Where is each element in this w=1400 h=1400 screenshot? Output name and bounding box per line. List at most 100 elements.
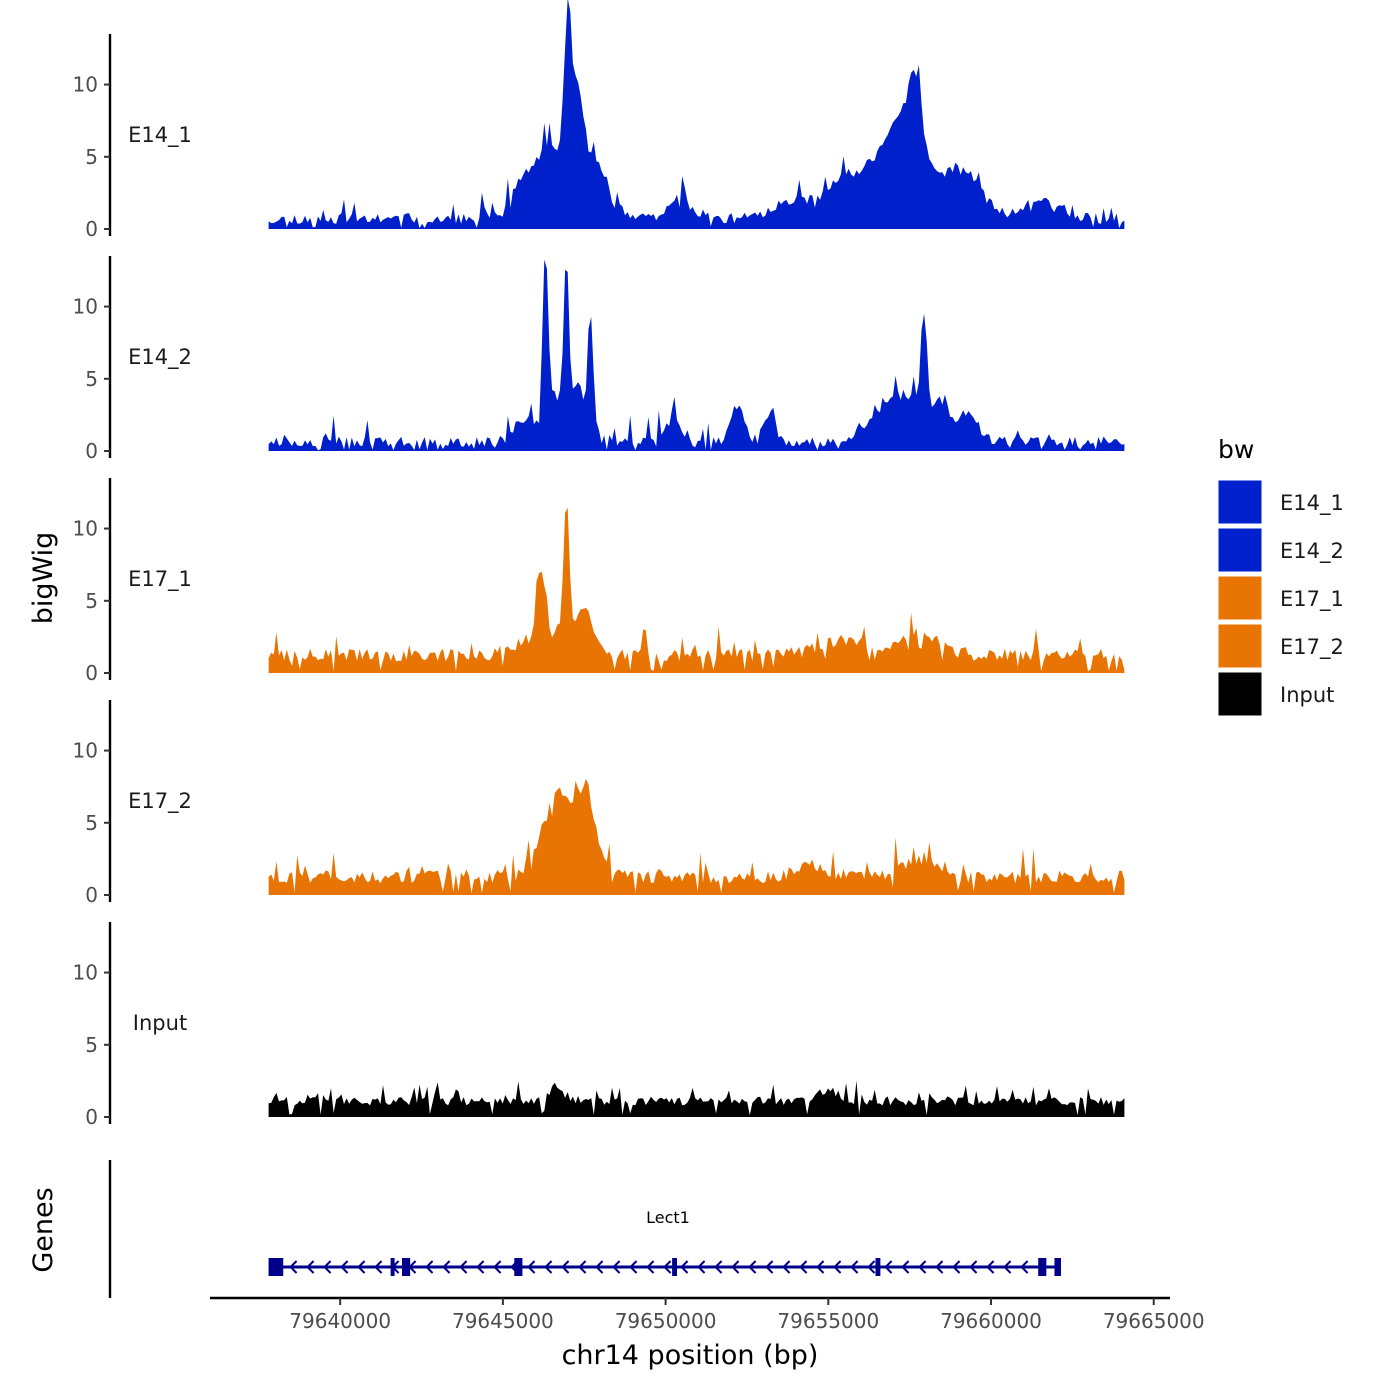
exon [1054,1258,1061,1276]
strand-arrow [1020,1260,1029,1274]
strand-arrow [493,1260,502,1274]
signal-area [268,779,1125,895]
strand-arrow [629,1260,638,1274]
exon [268,1258,284,1276]
x-tick-label: 79645000 [452,1309,554,1333]
legend-key [1217,623,1263,669]
legend-item: E17_1 [1217,575,1344,621]
strand-arrow [289,1260,298,1274]
strand-arrow [442,1260,451,1274]
exon [514,1258,523,1276]
legend-key [1217,575,1263,621]
strand-arrow [833,1260,842,1274]
x-axis-title: chr14 position (bp) [562,1340,819,1371]
y-tick-label: 0 [85,883,98,907]
legend-item: E17_2 [1217,623,1344,669]
exon [390,1258,395,1276]
track-e14-2: 0 5 10 E14_2 [73,256,1125,463]
strand-arrow [306,1260,315,1274]
legend-label: E14_1 [1280,491,1344,516]
strand-arrow [578,1260,587,1274]
strand-arrow [527,1260,536,1274]
y-tick-label: 5 [85,1033,98,1057]
x-tick-label: 79665000 [1103,1309,1205,1333]
strand-arrow [850,1260,859,1274]
legend-label: E17_1 [1280,587,1344,612]
track-e14-1: 0 5 10 E14_1 [73,0,1125,241]
gene-label: Lect1 [646,1208,690,1227]
signal-area [268,507,1125,673]
strand-arrow [476,1260,485,1274]
y-tick-label: 10 [73,961,98,985]
strand-arrow [952,1260,961,1274]
strand-arrow [374,1260,383,1274]
legend-key [1217,479,1263,525]
legend-label: E14_2 [1280,539,1344,564]
legend-label: Input [1280,683,1334,707]
track-label: Input [133,1011,187,1035]
y-tick-label: 10 [73,739,98,763]
track-label: E14_2 [128,345,192,370]
track-e17-2: 0 5 10 E17_2 [73,700,1125,907]
signal-area [268,259,1125,451]
track-input: 0 5 10 Input [73,922,1125,1129]
strand-arrow [646,1260,655,1274]
legend-item: Input [1217,671,1334,717]
strand-arrow [884,1260,893,1274]
strand-arrow [782,1260,791,1274]
tracks-group: 0 5 10 E14_1 0 5 10 E14_2 0 5 10 E17_1 0 5 10 E17_2 0 5 10… [73,0,1125,1129]
strand-arrow [340,1260,349,1274]
strand-arrow [595,1260,604,1274]
strand-arrow [748,1260,757,1274]
exon [402,1258,411,1276]
y-tick-label: 0 [85,661,98,685]
legend: bw E14_1 E14_2 E17_1 E17_2 Input [1217,435,1344,717]
x-tick-label: 79640000 [289,1309,391,1333]
y-tick-label: 5 [85,811,98,835]
strand-arrow [731,1260,740,1274]
y-tick-label: 5 [85,145,98,169]
strand-arrow [969,1260,978,1274]
strand-arrow [323,1260,332,1274]
x-tick-label: 79655000 [777,1309,879,1333]
gene-track: Lect1 [108,1160,1061,1298]
strand-arrow [816,1260,825,1274]
strand-arrow [680,1260,689,1274]
legend-key [1217,527,1263,573]
genes-axis-title: Genes [28,1187,59,1272]
strand-arrow [357,1260,366,1274]
strand-arrow [612,1260,621,1274]
y-tick-label: 0 [85,439,98,463]
exon [875,1258,881,1276]
x-tick-label: 79650000 [615,1309,717,1333]
strand-arrow [663,1260,672,1274]
x-tick-label: 79660000 [940,1309,1042,1333]
strand-arrow [697,1260,706,1274]
strand-arrow [901,1260,910,1274]
legend-label: E17_2 [1280,635,1344,660]
gene-lect1: Lect1 [268,1208,1061,1276]
y-tick-label: 0 [85,1105,98,1129]
y-tick-label: 5 [85,367,98,391]
y-tick-label: 0 [85,217,98,241]
legend-title: bw [1218,435,1254,464]
exon [672,1258,677,1276]
strand-arrow [765,1260,774,1274]
strand-arrow [918,1260,927,1274]
y-tick-label: 10 [73,295,98,319]
legend-key [1217,671,1263,717]
strand-arrow [425,1260,434,1274]
strand-arrow [544,1260,553,1274]
strand-arrow [799,1260,808,1274]
y-tick-label: 10 [73,517,98,541]
signal-area [268,0,1125,229]
legend-item: E14_2 [1217,527,1344,573]
track-label: E14_1 [128,123,192,148]
y-axis-title: bigWig [28,532,59,625]
y-tick-label: 5 [85,589,98,613]
strand-arrow [986,1260,995,1274]
track-e17-1: 0 5 10 E17_1 [73,478,1125,685]
strand-arrow [867,1260,876,1274]
exon [1038,1258,1047,1276]
